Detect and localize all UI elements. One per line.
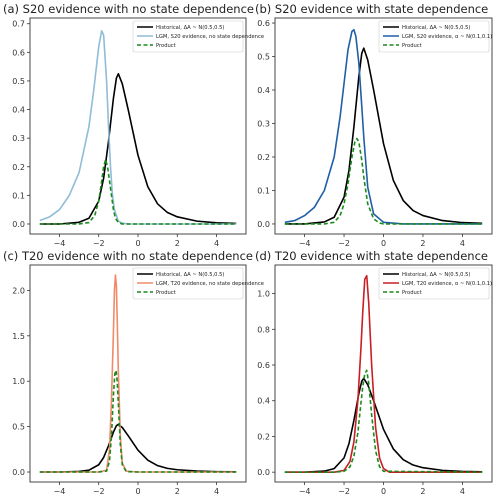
- y-tick-label: 0.0: [257, 468, 270, 477]
- series-line-1: [284, 47, 483, 225]
- x-tick-label: −4: [54, 239, 66, 248]
- y-tick-label: 0.7: [12, 20, 25, 29]
- y-tick-label: 0.6: [12, 48, 25, 57]
- x-tick-label: 2: [420, 487, 425, 496]
- legend-box: [132, 267, 244, 300]
- chart-title: (a) S20 evidence with no state dependenc…: [3, 2, 254, 16]
- series-line-2: [39, 30, 237, 225]
- legend-box: [132, 20, 244, 53]
- y-tick-label: 0.2: [257, 153, 270, 162]
- legend-box: [378, 20, 490, 53]
- y-tick-label: 1.5: [12, 332, 25, 341]
- series-line-1: [39, 423, 237, 473]
- x-tick-label: 0: [381, 239, 386, 248]
- x-tick-label: 4: [460, 239, 465, 248]
- legend-label-3: Product: [156, 43, 176, 49]
- legend-box: [378, 267, 490, 300]
- legend-label-1: Historical, ΔA ~ N(0.5,0.5): [402, 272, 470, 278]
- legend-label-1: Historical, ΔA ~ N(0.5,0.5): [156, 25, 224, 31]
- y-tick-label: 0.3: [257, 119, 270, 128]
- series-line-2: [39, 274, 237, 473]
- series-group: [39, 274, 237, 473]
- y-tick-label: 0.8: [257, 325, 270, 334]
- x-tick-label: 0: [135, 239, 140, 248]
- x-tick-label: −4: [299, 487, 311, 496]
- x-tick-label: 4: [214, 239, 219, 248]
- legend: Historical, ΔA ~ N(0.5,0.5) LGM, T20 evid…: [132, 267, 264, 300]
- x-tick-label: −2: [93, 487, 105, 496]
- series-group: [284, 28, 483, 225]
- y-tick-label: 2.0: [12, 286, 25, 295]
- y-tick-label: 1.0: [257, 290, 270, 299]
- y-tick-label: 0.0: [257, 220, 270, 229]
- x-tick-label: 2: [420, 239, 425, 248]
- x-tick-label: 0: [381, 487, 386, 496]
- chart-panel-2: (b) S20 evidence with state dependence −4…: [255, 2, 493, 248]
- legend-label-3: Product: [402, 290, 422, 296]
- x-tick-label: 0: [135, 487, 140, 496]
- y-tick-label: 0.5: [257, 53, 270, 62]
- y-tick-label: 0.5: [12, 423, 25, 432]
- x-tick-label: 4: [214, 487, 219, 496]
- y-tick-label: 0.2: [257, 432, 270, 441]
- y-tick-label: 0.6: [257, 361, 270, 370]
- y-tick-label: 0.0: [12, 220, 25, 229]
- x-tick-label: −4: [299, 239, 311, 248]
- legend-label-1: Historical, ΔA ~ N(0.5,0.5): [402, 25, 470, 31]
- series-line-3: [39, 369, 237, 473]
- legend-label-3: Product: [402, 43, 422, 49]
- y-tick-label: 0.1: [257, 186, 270, 195]
- y-tick-label: 0.4: [257, 397, 270, 406]
- legend-label-2: LGM, T20 evidence, α ~ N(0.1,0.1): [402, 281, 492, 287]
- chart-panel-1: (a) S20 evidence with no state dependenc…: [3, 2, 264, 248]
- x-tick-label: 2: [175, 239, 180, 248]
- chart-panel-4: (d) T20 evidence with state dependence −4…: [255, 249, 493, 496]
- y-tick-label: 0.2: [12, 163, 25, 172]
- series-line-3: [39, 158, 237, 225]
- series-group: [284, 274, 483, 473]
- y-tick-label: 0.4: [12, 106, 25, 115]
- legend-label-1: Historical, ΔA ~ N(0.5,0.5): [156, 272, 224, 278]
- chart-title: (c) T20 evidence with no state dependenc…: [3, 249, 253, 263]
- chart-panel-3: (c) T20 evidence with no state dependenc…: [3, 249, 264, 496]
- series-line-3: [284, 137, 483, 225]
- series-line-3: [284, 369, 483, 473]
- x-tick-label: −2: [93, 239, 105, 248]
- y-tick-label: 0.0: [12, 468, 25, 477]
- legend-label-2: LGM, T20 evidence, no state dependence: [156, 281, 264, 287]
- y-tick-label: 0.1: [12, 191, 25, 200]
- series-line-1: [284, 377, 483, 473]
- series-group: [39, 30, 237, 225]
- legend-label-2: LGM, S20 evidence, no state dependence: [156, 34, 264, 40]
- series-line-2: [284, 274, 483, 473]
- legend: Historical, ΔA ~ N(0.5,0.5) LGM, S20 evid…: [132, 20, 264, 53]
- series-line-1: [39, 72, 237, 225]
- series-line-2: [284, 28, 483, 225]
- y-tick-label: 1.0: [12, 377, 25, 386]
- y-tick-label: 0.4: [257, 86, 270, 95]
- chart-title: (d) T20 evidence with state dependence: [255, 249, 488, 263]
- x-tick-label: −2: [338, 487, 350, 496]
- y-tick-label: 0.6: [257, 19, 270, 28]
- legend-label-3: Product: [156, 290, 176, 296]
- legend: Historical, ΔA ~ N(0.5,0.5) LGM, S20 evid…: [378, 20, 492, 53]
- legend: Historical, ΔA ~ N(0.5,0.5) LGM, T20 evid…: [378, 267, 492, 300]
- y-tick-label: 0.3: [12, 134, 25, 143]
- x-tick-label: −2: [338, 239, 350, 248]
- chart-title: (b) S20 evidence with state dependence: [255, 2, 488, 16]
- x-tick-label: −4: [54, 487, 66, 496]
- legend-label-2: LGM, S20 evidence, α ~ N(0.1,0.1): [402, 34, 492, 40]
- y-tick-label: 0.5: [12, 77, 25, 86]
- x-tick-label: 2: [175, 487, 180, 496]
- x-tick-label: 4: [460, 487, 465, 496]
